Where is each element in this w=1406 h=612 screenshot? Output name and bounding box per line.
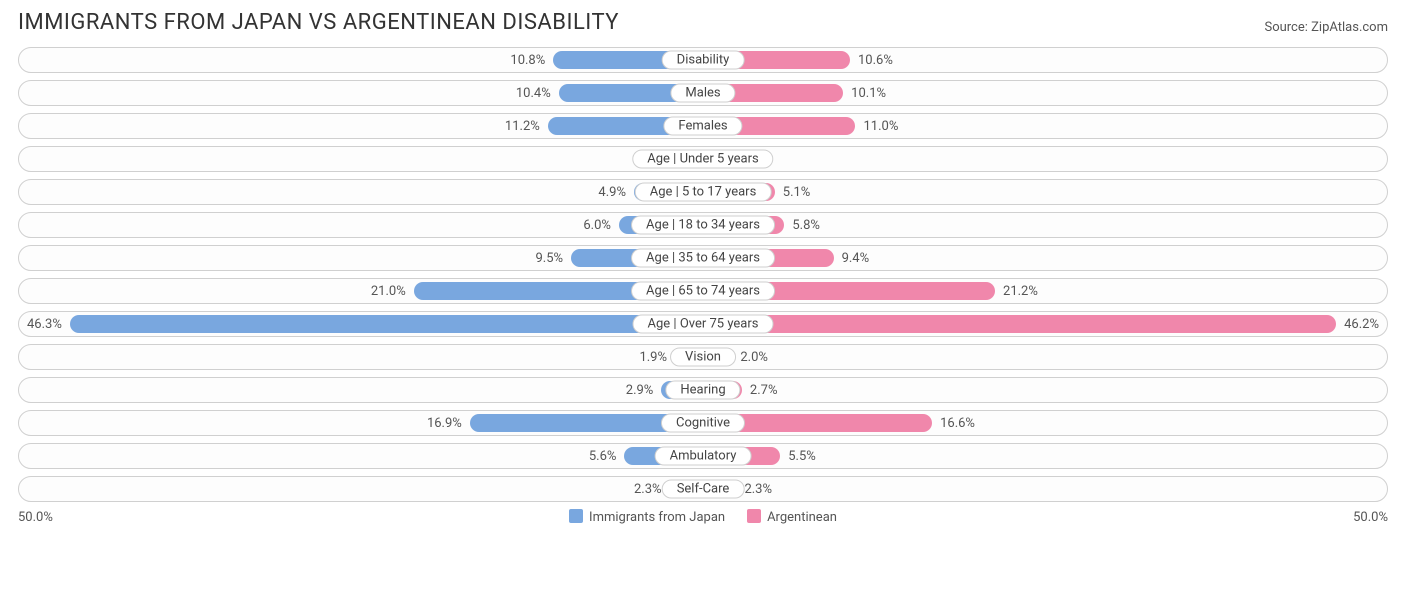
category-label: Age | 65 to 74 years bbox=[631, 282, 775, 301]
bar-row: 11.2% 11.0% Females bbox=[18, 113, 1388, 139]
value-left: 1.9% bbox=[631, 350, 675, 365]
bar-row: 2.3%2.3%Self-Care bbox=[18, 476, 1388, 502]
bar-row: 16.9% 16.6% Cognitive bbox=[18, 410, 1388, 436]
value-right: 11.0% bbox=[855, 119, 906, 134]
category-label: Age | Under 5 years bbox=[632, 150, 773, 169]
bar-row: 21.0% 21.2% Age | 65 to 74 years bbox=[18, 278, 1388, 304]
chart-title: IMMIGRANTS FROM JAPAN VS ARGENTINEAN DIS… bbox=[18, 10, 619, 35]
category-label: Cognitive bbox=[661, 414, 745, 433]
value-right: 21.2% bbox=[995, 284, 1046, 299]
value-right: 2.7% bbox=[742, 383, 786, 398]
value-right: 5.1% bbox=[775, 185, 819, 200]
bar-row: 10.8% 10.6% Disability bbox=[18, 47, 1388, 73]
category-label: Ambulatory bbox=[655, 447, 752, 466]
legend-label-left: Immigrants from Japan bbox=[589, 510, 725, 525]
bar-right bbox=[705, 315, 1336, 333]
value-right: 9.4% bbox=[834, 251, 878, 266]
bar-row: 2.9% 2.7%Hearing bbox=[18, 377, 1388, 403]
value-left: 10.8% bbox=[502, 53, 553, 68]
category-label: Age | 18 to 34 years bbox=[631, 216, 775, 235]
category-label: Age | 35 to 64 years bbox=[631, 249, 775, 268]
legend-swatch-right bbox=[747, 509, 761, 523]
value-right: 16.6% bbox=[932, 416, 983, 431]
value-left: 9.5% bbox=[527, 251, 571, 266]
bar-row: 1.9% 2.0%Vision bbox=[18, 344, 1388, 370]
bar-row: 6.0% 5.8% Age | 18 to 34 years bbox=[18, 212, 1388, 238]
source-label: Source: bbox=[1264, 20, 1311, 35]
bar-row: 46.3% 46.2% Age | Over 75 years bbox=[18, 311, 1388, 337]
category-label: Males bbox=[670, 84, 735, 103]
bar-row: 10.4% 10.1% Males bbox=[18, 80, 1388, 106]
bar-row: 4.9% 5.1%Age | 5 to 17 years bbox=[18, 179, 1388, 205]
bar-left bbox=[70, 315, 701, 333]
value-right: 10.1% bbox=[843, 86, 894, 101]
source-attribution: Source: ZipAtlas.com bbox=[1264, 20, 1388, 35]
category-label: Hearing bbox=[665, 381, 740, 400]
source-name: ZipAtlas.com bbox=[1311, 20, 1388, 35]
value-left: 10.4% bbox=[508, 86, 559, 101]
legend-label-right: Argentinean bbox=[767, 510, 837, 525]
value-left: 5.6% bbox=[581, 449, 625, 464]
value-right: 2.0% bbox=[732, 350, 776, 365]
category-label: Self-Care bbox=[662, 480, 745, 499]
bar-row: 9.5% 9.4% Age | 35 to 64 years bbox=[18, 245, 1388, 271]
category-label: Females bbox=[663, 117, 742, 136]
value-right: 5.5% bbox=[780, 449, 824, 464]
category-label: Vision bbox=[670, 348, 736, 367]
value-left: 2.9% bbox=[618, 383, 662, 398]
legend-item-left: Immigrants from Japan bbox=[569, 509, 725, 525]
legend: Immigrants from Japan Argentinean bbox=[569, 509, 837, 525]
category-label: Age | Over 75 years bbox=[633, 315, 774, 334]
value-left: 21.0% bbox=[363, 284, 414, 299]
value-right: 46.2% bbox=[1336, 317, 1387, 332]
value-left: 16.9% bbox=[419, 416, 470, 431]
axis-right-max: 50.0% bbox=[1353, 510, 1388, 525]
bar-row: 5.6% 5.5% Ambulatory bbox=[18, 443, 1388, 469]
value-left: 46.3% bbox=[19, 317, 70, 332]
category-label: Age | 5 to 17 years bbox=[635, 183, 772, 202]
legend-swatch-left bbox=[569, 509, 583, 523]
value-left: 4.9% bbox=[590, 185, 634, 200]
value-left: 11.2% bbox=[497, 119, 548, 134]
axis-left-max: 50.0% bbox=[18, 510, 53, 525]
value-right: 10.6% bbox=[850, 53, 901, 68]
value-left: 6.0% bbox=[575, 218, 619, 233]
legend-item-right: Argentinean bbox=[747, 509, 837, 525]
bar-row: 1.1%1.2%Age | Under 5 years bbox=[18, 146, 1388, 172]
category-label: Disability bbox=[662, 51, 745, 70]
diverging-bar-chart: 10.8% 10.6% Disability 10.4% 10.1% Males 11.2%… bbox=[18, 47, 1388, 502]
value-right: 5.8% bbox=[784, 218, 828, 233]
